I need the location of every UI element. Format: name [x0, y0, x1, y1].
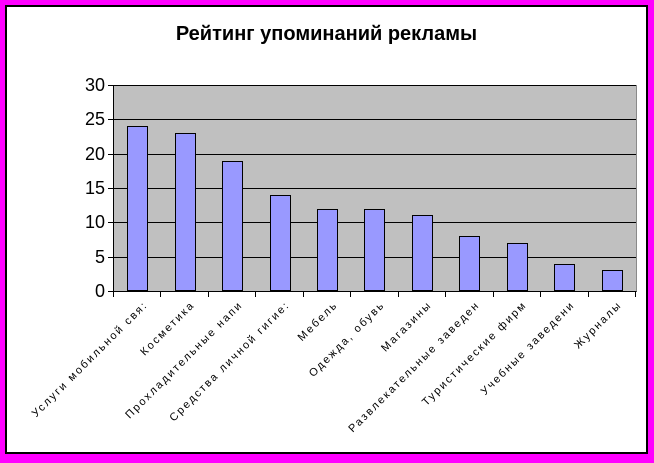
x-tick-mark: [113, 292, 114, 297]
y-tick-label: 25: [84, 109, 105, 129]
x-tick-mark: [398, 292, 399, 297]
bar-4: [270, 195, 291, 291]
gridline-y20: [114, 154, 636, 155]
y-tick-mark: [108, 291, 113, 292]
bar-2: [175, 133, 196, 291]
y-tick-mark: [108, 85, 113, 86]
y-tick-mark: [108, 154, 113, 155]
bar-9: [507, 243, 528, 291]
bar-11: [602, 270, 623, 291]
plot-area: [113, 85, 637, 292]
y-tick-label: 10: [84, 212, 105, 232]
bar-1: [127, 126, 148, 291]
bar-5: [317, 209, 338, 291]
x-tick-mark: [255, 292, 256, 297]
gridline-y15: [114, 188, 636, 189]
x-tick-mark: [445, 292, 446, 297]
gridline-y30: [114, 85, 636, 86]
bar-8: [459, 236, 480, 291]
y-tick-mark: [108, 257, 113, 258]
x-tick-mark: [303, 292, 304, 297]
y-tick-label: 0: [94, 281, 105, 301]
y-tick-mark: [108, 188, 113, 189]
x-tick-mark: [635, 292, 636, 297]
x-category-label: Журналы: [572, 299, 625, 352]
bar-10: [554, 264, 575, 291]
x-tick-mark: [350, 292, 351, 297]
x-category-label: Услуги мобильной свя:: [29, 299, 151, 420]
bar-6: [364, 209, 385, 291]
chart-canvas: Рейтинг упоминаний рекламы 0 5 10 15 20 25 30 …: [5, 5, 648, 454]
y-tick-label: 30: [84, 75, 105, 95]
y-tick-mark: [108, 222, 113, 223]
gridline-y25: [114, 119, 636, 120]
x-tick-mark: [208, 292, 209, 297]
chart-title: Рейтинг упоминаний рекламы: [175, 23, 478, 45]
y-tick-label: 15: [84, 178, 105, 198]
y-tick-label: 20: [84, 144, 105, 164]
bar-3: [222, 161, 243, 291]
x-tick-mark: [588, 292, 589, 297]
y-tick-label: 5: [94, 247, 105, 267]
y-tick-mark: [108, 119, 113, 120]
x-tick-mark: [160, 292, 161, 297]
x-tick-mark: [540, 292, 541, 297]
x-tick-mark: [493, 292, 494, 297]
bar-7: [412, 215, 433, 291]
